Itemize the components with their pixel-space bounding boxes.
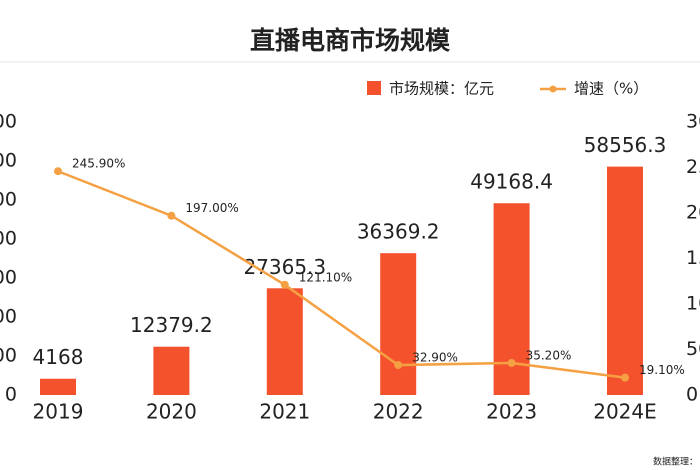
y2-tick-label: 300 [686,111,700,133]
y2-tick-label: 200 [686,202,700,224]
line-point [621,373,629,382]
bar-value-label: 58556.3 [584,133,667,157]
line-point [507,358,516,367]
line-point [280,280,289,289]
bar-value-label: 49168.4 [470,170,553,194]
bar-value-label: 12379.2 [130,313,213,337]
bar-value-label: 36369.2 [357,220,440,244]
line-point [167,211,176,220]
y2-tick-label: 100 [686,293,700,315]
bar [607,166,643,395]
y-tick-label: 10000 [0,345,17,367]
y2-tick-label: 250 [686,156,700,178]
x-tick-label: 2021 [259,400,310,424]
bar [153,346,190,395]
line-value-label: 121.10% [299,270,352,284]
legend-label: 增速（%） [574,80,648,98]
y2-tick-label: 0 [686,384,698,406]
line [57,170,626,379]
y-tick-label: 20000 [0,306,17,328]
line-point [394,361,403,370]
chart-title: 直播电商市场规模 [250,26,451,55]
line-value-label: 32.90% [412,351,458,365]
legend-swatch [367,81,381,95]
line-value-label: 35.20% [526,348,572,362]
line-value-label: 19.10% [639,363,685,377]
legend-swatch [549,85,557,93]
y2-tick-label: 150 [686,247,700,269]
x-tick-label: 2019 [33,400,84,424]
y-tick-label: 40000 [0,228,17,250]
bar [266,288,303,395]
y-tick-label: 70000 [0,111,17,133]
line-value-label: 245.90% [72,157,125,171]
bar [40,378,76,395]
y-tick-label: 0 [5,384,17,406]
bar-value-label: 4168 [33,345,84,369]
y2-tick-label: 50 [686,338,700,360]
bar [380,253,417,395]
y-tick-label: 30000 [0,267,17,289]
y-tick-label: 50000 [0,189,17,211]
x-tick-label: 2023 [486,400,537,424]
y-tick-label: 60000 [0,150,17,172]
x-tick-label: 2022 [373,400,424,424]
x-tick-label: 2024E [593,400,657,424]
x-tick-label: 2020 [146,400,197,424]
source: 数据整理： [653,456,698,468]
line-point [54,167,62,176]
line-value-label: 197.00% [185,201,238,215]
legend-label: 市场规模：亿元 [389,80,494,98]
